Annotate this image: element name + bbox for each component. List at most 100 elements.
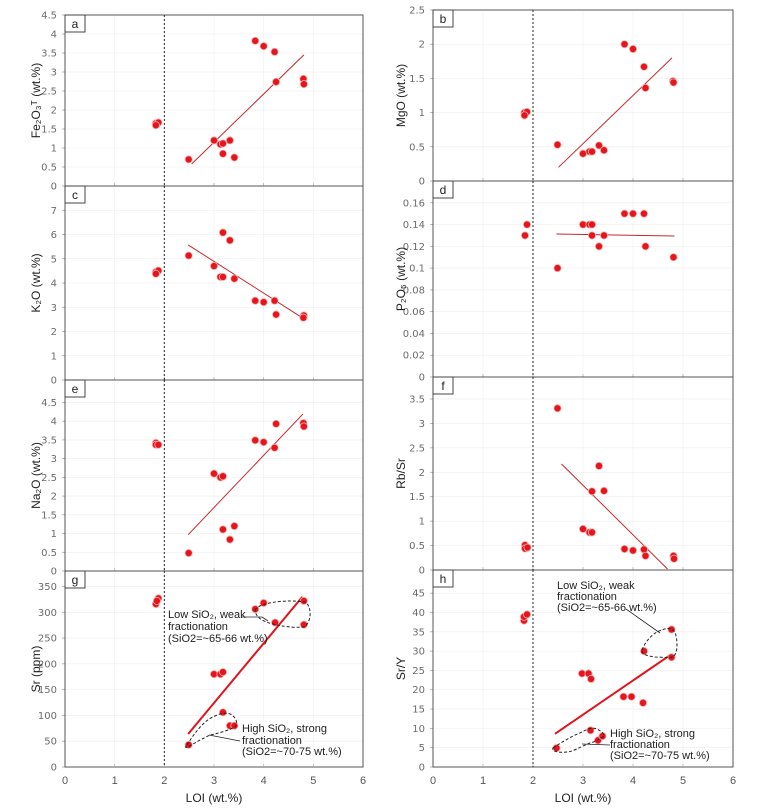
annotation-text: (SiO2=~70-75 wt.%) (242, 746, 342, 758)
panel-g-label-box (64, 570, 86, 589)
y-tick-label: 0.02 (403, 351, 425, 362)
panel-d-data-point (600, 231, 609, 240)
panel-d-label: d (440, 183, 447, 197)
y-tick-label: 2 (51, 492, 57, 503)
panel-a-data-point (151, 121, 160, 130)
panel-e-data-point (230, 522, 239, 531)
panel-f-trendline (561, 463, 668, 570)
panel-h-data-point (640, 647, 649, 656)
panel-c-data-point (299, 313, 308, 322)
panel-b-data-point (520, 111, 529, 120)
panel-d-data-point (521, 231, 530, 240)
annotation-loop-g-low (254, 600, 311, 628)
panel-c-data-point (218, 228, 227, 237)
leader-line-g-high (208, 734, 241, 742)
panel-d-data-point (588, 231, 597, 240)
panel-b-data-point (588, 147, 597, 156)
panel-a-data-point (225, 136, 234, 145)
panel-d-data-point (588, 220, 597, 229)
panel-a-data-point (270, 47, 279, 56)
panel-h-label-box (432, 569, 454, 588)
panel-e-data-point (299, 422, 308, 431)
panel-c-data-point (259, 298, 268, 307)
panel-f-ylabel: Rb/Sr (394, 458, 408, 489)
y-tick-label: 0.1 (409, 264, 425, 275)
y-tick-label: 6 (51, 230, 57, 241)
panel-f-data-point (523, 543, 532, 552)
panel-c-ylabel: K₂O (wt.%) (29, 253, 43, 312)
panel-f-data-point (629, 546, 638, 555)
panel-h-data-point (619, 692, 628, 701)
annotation-text: fractionation (557, 591, 617, 603)
y-tick-label: 4 (51, 279, 57, 290)
y-tick-label: 3.5 (41, 49, 57, 60)
y-tick-label: 0.5 (409, 541, 425, 552)
panel-f-data-point (579, 524, 588, 533)
x-tick-label: 1 (480, 775, 486, 787)
y-tick-label: 250 (38, 634, 57, 645)
panel-c-data-point (151, 269, 160, 278)
panel-f-data-point (588, 487, 597, 496)
panel-d-data-point (629, 209, 638, 218)
panel-e-data-point (154, 440, 163, 449)
panel-b-trendline (558, 57, 673, 168)
leader-line-h-high (581, 743, 611, 746)
y-tick-label: 45 (412, 589, 425, 600)
panel-c-data-point (230, 274, 239, 283)
y-tick-label: 0.06 (403, 307, 425, 318)
panel-g-data-point (152, 596, 161, 605)
y-tick-label: 1 (419, 517, 425, 528)
y-tick-label: 3 (51, 303, 57, 314)
panel-b-data-point (669, 78, 678, 87)
y-tick-label: 350 (38, 582, 57, 593)
panel-a-data-point (218, 149, 227, 158)
panel-b-data-point (595, 141, 604, 150)
panel-a-label: a (72, 17, 79, 31)
y-tick-label: 10 (412, 724, 425, 735)
panel-f-label-box (432, 376, 454, 395)
panel-b-data-point (553, 140, 562, 149)
panel-b-label-box (432, 9, 454, 28)
y-tick-label: 0.16 (403, 198, 425, 209)
y-tick-label: 15 (412, 705, 425, 716)
panel-b-label: b (440, 12, 447, 26)
panel-c-trendline (187, 244, 304, 319)
panel-h-data-point (586, 726, 595, 735)
panel-c-data-point (225, 236, 234, 245)
annotation-text: High SiO₂, strong (242, 723, 327, 735)
y-tick-label: 3 (51, 454, 57, 465)
y-tick-label: 40 (412, 608, 425, 619)
y-tick-label: 0.14 (403, 220, 425, 231)
x-tick-label: 2 (530, 775, 536, 787)
panel-a-trendline (191, 54, 305, 165)
panel-f-data-point (600, 486, 609, 495)
panel-d-data-point (640, 209, 649, 218)
y-tick-label: 4 (51, 417, 57, 428)
y-tick-label: 0 (419, 373, 425, 384)
y-tick-label: 4.5 (41, 11, 57, 22)
panel-e-data-point (225, 535, 234, 544)
panel-c-data-point (218, 272, 227, 281)
y-tick-label: 4.5 (41, 398, 57, 409)
panel-h-trendline (554, 653, 673, 735)
panel-f-data-point (641, 551, 650, 560)
panel-h-data-point (598, 732, 607, 741)
panel-e-label-box (64, 379, 86, 398)
panel-h-data-point (523, 610, 532, 619)
y-tick-label: 1 (51, 144, 57, 155)
y-tick-label: 200 (38, 659, 57, 670)
panel-g-data-point (259, 598, 268, 607)
y-tick-label: 0.08 (403, 285, 425, 296)
panel-b-ylabel: MgO (wt.%) (394, 64, 408, 127)
panel-h-label: h (440, 572, 447, 586)
y-tick-label: 20 (412, 685, 425, 696)
y-tick-label: 3.5 (41, 435, 57, 446)
y-tick-label: 0.04 (403, 329, 425, 340)
panel-b-data-point (641, 83, 650, 92)
y-tick-label: 0 (419, 566, 425, 577)
panel-d-data-point (669, 253, 678, 262)
y-tick-label: 0 (51, 763, 57, 774)
annotation-loop-h-high (552, 727, 605, 753)
panel-e-ylabel: Na₂O (wt.%) (29, 442, 43, 509)
panel-d-data-point (620, 209, 629, 218)
